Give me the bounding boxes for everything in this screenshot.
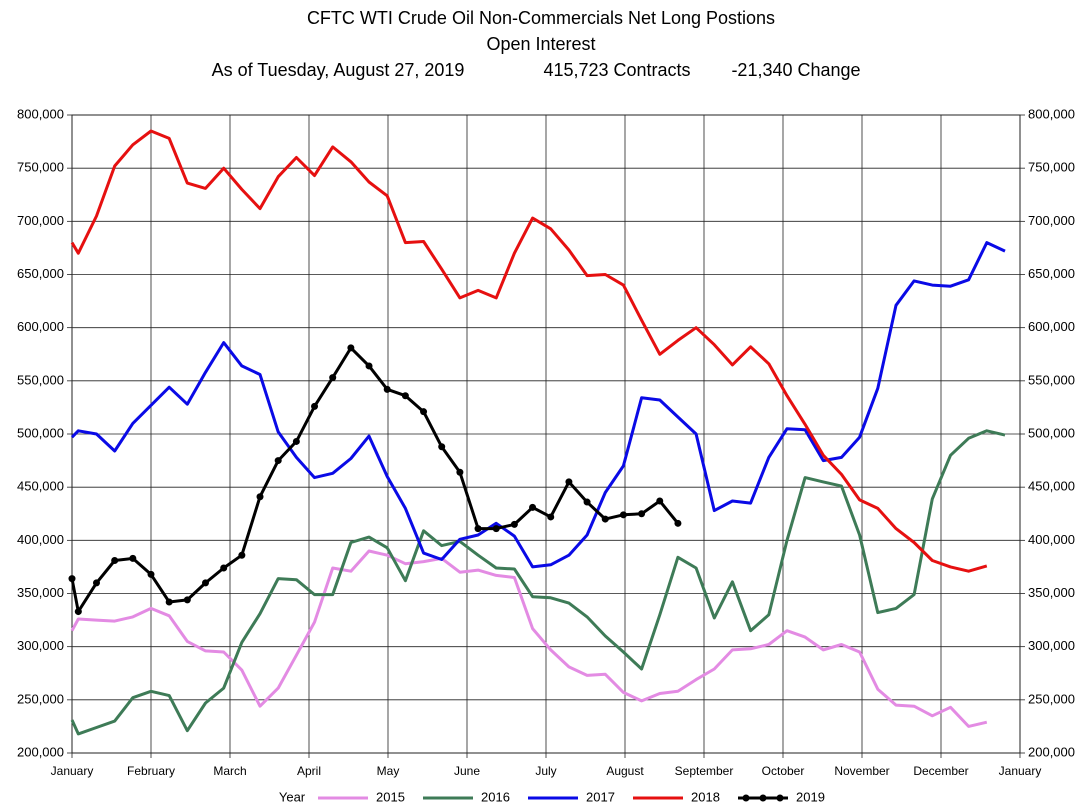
series-point xyxy=(92,579,100,587)
series-point xyxy=(456,468,464,476)
series-point xyxy=(492,525,500,533)
y2-tick-label: 800,000 xyxy=(1028,106,1075,121)
x-tick-label: November xyxy=(834,764,889,778)
series-point xyxy=(638,510,646,518)
y-tick-label: 400,000 xyxy=(17,532,64,547)
chart-subtitle: Open Interest xyxy=(486,34,595,54)
series-point xyxy=(74,608,82,616)
series-point xyxy=(619,511,627,519)
y2-tick-label: 200,000 xyxy=(1028,744,1075,759)
series-line xyxy=(70,346,680,614)
series-point xyxy=(547,513,555,521)
y2-tick-label: 600,000 xyxy=(1028,319,1075,334)
x-tick-label: February xyxy=(127,764,175,778)
x-tick-label: March xyxy=(213,764,246,778)
series-point xyxy=(601,515,609,523)
legend-marker xyxy=(759,794,767,802)
x-tick-label: December xyxy=(913,764,968,778)
y-tick-label: 200,000 xyxy=(17,744,64,759)
y-tick-label: 550,000 xyxy=(17,372,64,387)
y-tick-label: 750,000 xyxy=(17,160,64,175)
y-tick-label: 600,000 xyxy=(17,319,64,334)
y2-tick-label: 300,000 xyxy=(1028,638,1075,653)
series-point xyxy=(129,554,137,562)
y2-tick-label: 700,000 xyxy=(1028,213,1075,228)
y2-tick-label: 550,000 xyxy=(1028,372,1075,387)
y-tick-label: 250,000 xyxy=(17,691,64,706)
series-point xyxy=(311,402,319,410)
series-point xyxy=(183,596,191,604)
x-tick-label: July xyxy=(535,764,556,778)
series-point xyxy=(420,408,428,416)
y-tick-label: 350,000 xyxy=(17,585,64,600)
x-tick-label: September xyxy=(675,764,734,778)
x-tick-label: April xyxy=(297,764,321,778)
series-line xyxy=(70,429,1006,736)
y-tick-label: 650,000 xyxy=(17,266,64,281)
y2-tick-label: 400,000 xyxy=(1028,532,1075,547)
series-point xyxy=(111,557,119,565)
x-tick-label: January xyxy=(999,764,1042,778)
series-point xyxy=(347,344,355,352)
series-line xyxy=(70,549,988,728)
caption-date: As of Tuesday, August 27, 2019 xyxy=(212,60,465,80)
legend-marker xyxy=(776,794,784,802)
x-tick-label: January xyxy=(51,764,94,778)
x-tick-label: October xyxy=(762,764,805,778)
series-point xyxy=(438,443,446,451)
series-point xyxy=(329,374,337,382)
chart-title: CFTC WTI Crude Oil Non-Commercials Net L… xyxy=(307,8,775,28)
series-point xyxy=(68,575,76,583)
legend-marker xyxy=(742,794,750,802)
series-point xyxy=(365,362,373,370)
y-tick-label: 500,000 xyxy=(17,425,64,440)
series-point xyxy=(256,493,264,501)
y2-tick-label: 500,000 xyxy=(1028,425,1075,440)
y2-tick-label: 350,000 xyxy=(1028,585,1075,600)
series-point xyxy=(274,457,282,465)
series-point xyxy=(529,503,537,511)
y2-tick-label: 450,000 xyxy=(1028,479,1075,494)
y2-tick-label: 250,000 xyxy=(1028,691,1075,706)
series-point xyxy=(674,519,682,527)
legend-title: Year xyxy=(279,789,306,804)
y-tick-label: 700,000 xyxy=(17,213,64,228)
legend-label: 2015 xyxy=(376,789,405,804)
series-point xyxy=(202,579,210,587)
series-point xyxy=(401,392,409,400)
y2-tick-label: 650,000 xyxy=(1028,266,1075,281)
series-point xyxy=(383,385,391,393)
x-tick-label: May xyxy=(377,764,400,778)
legend-label: 2018 xyxy=(691,789,720,804)
series-point xyxy=(165,598,173,606)
series-point xyxy=(474,525,482,533)
series-point xyxy=(656,497,664,505)
series-point xyxy=(565,478,573,486)
y-tick-label: 300,000 xyxy=(17,638,64,653)
series-point xyxy=(510,520,518,528)
y-tick-label: 450,000 xyxy=(17,479,64,494)
y-tick-label: 800,000 xyxy=(17,106,64,121)
series-line xyxy=(70,241,1006,569)
series-point xyxy=(238,551,246,559)
plot-frame xyxy=(71,114,1021,754)
series-line xyxy=(70,129,988,573)
series-point xyxy=(292,437,300,445)
legend-label: 2019 xyxy=(796,789,825,804)
legend-label: 2016 xyxy=(481,789,510,804)
x-tick-label: June xyxy=(454,764,480,778)
y2-tick-label: 750,000 xyxy=(1028,160,1075,175)
legend-label: 2017 xyxy=(586,789,615,804)
series-point xyxy=(220,564,228,572)
series-point xyxy=(583,498,591,506)
x-tick-label: August xyxy=(606,764,644,778)
caption-contracts: 415,723 Contracts xyxy=(543,60,690,80)
series-point xyxy=(147,570,155,578)
caption-change: -21,340 Change xyxy=(731,60,860,80)
